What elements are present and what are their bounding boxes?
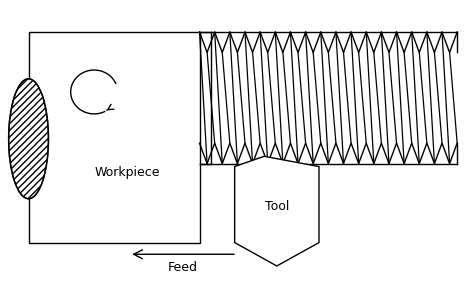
Polygon shape: [235, 156, 319, 266]
Text: Tool: Tool: [264, 200, 289, 212]
Text: Feed: Feed: [168, 261, 198, 274]
Ellipse shape: [9, 79, 48, 199]
Bar: [28, 32, 200, 243]
Text: Workpiece: Workpiece: [94, 166, 160, 179]
